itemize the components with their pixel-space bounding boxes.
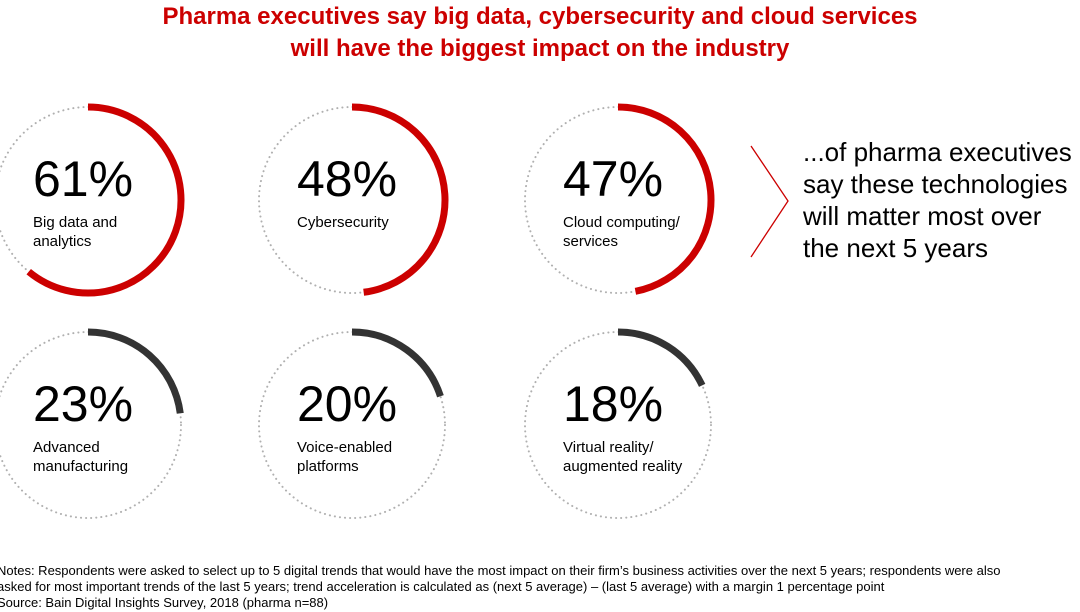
category-label: Voice-enabled	[297, 439, 392, 456]
category-label: Virtual reality/	[563, 439, 654, 456]
gauge-track	[524, 331, 712, 519]
gauge-arc	[87, 328, 184, 414]
category-label: platforms	[297, 458, 359, 475]
category-label: services	[563, 233, 618, 250]
callout-text: ...of pharma executives	[803, 137, 1072, 167]
category-label: Big data and	[33, 214, 117, 231]
value-label: 48%	[297, 151, 397, 207]
gauge-arc	[351, 328, 444, 398]
gauge-track	[258, 331, 446, 519]
gauge-arc	[26, 103, 185, 297]
value-label: 47%	[563, 151, 663, 207]
category-label: Cloud computing/	[563, 214, 681, 231]
category-label: Cybersecurity	[297, 214, 389, 231]
notes: Notes: Respondents were asked to select …	[0, 563, 1000, 578]
chart-title: will have the biggest impact on the indu…	[290, 35, 790, 62]
callout-text: the next 5 years	[803, 233, 988, 263]
gauge-track	[0, 331, 182, 519]
notes: asked for most important trends of the l…	[0, 579, 885, 594]
callout-text: will matter most over	[802, 201, 1042, 231]
chart-title: Pharma executives say big data, cybersec…	[162, 3, 917, 30]
gauge-arc	[617, 103, 715, 295]
category-label: analytics	[33, 233, 91, 250]
callout-text: say these technologies	[803, 169, 1068, 199]
category-label: Advanced	[33, 439, 100, 456]
value-label: 18%	[563, 376, 663, 432]
gauge-arc	[617, 328, 706, 387]
value-label: 20%	[297, 376, 397, 432]
source: Source: Bain Digital Insights Survey, 20…	[0, 595, 328, 610]
category-label: manufacturing	[33, 458, 128, 475]
value-label: 61%	[33, 151, 133, 207]
value-label: 23%	[33, 376, 133, 432]
chevron	[750, 145, 789, 258]
gauge-arc	[351, 103, 449, 296]
category-label: augmented reality	[563, 458, 683, 475]
